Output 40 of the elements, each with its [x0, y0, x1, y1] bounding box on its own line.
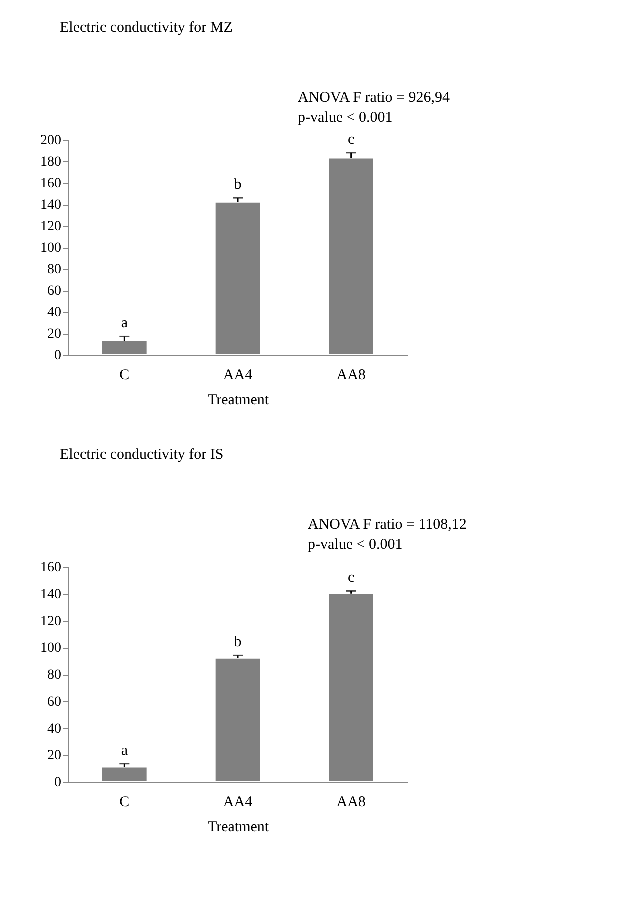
annotation: c [348, 132, 355, 148]
y-tick-label: 80 [48, 668, 62, 683]
x-tick-label: C [120, 794, 130, 810]
text: p-value < 0.001 [308, 537, 403, 553]
annotation: a [121, 316, 128, 332]
chart-title: Electric conductivity for MZ [60, 20, 233, 36]
annotation: b [234, 177, 242, 194]
y-tick-label: 200 [40, 134, 62, 148]
y-tick-label: 0 [54, 348, 62, 364]
y-tick-label: 120 [40, 614, 62, 630]
y-tick-label: 100 [40, 641, 62, 656]
text: ANOVA F ratio = 1108,12 [308, 517, 467, 533]
x-tick-label: AA8 [336, 368, 366, 384]
y-tick-label: 60 [48, 694, 62, 710]
y-tick-label: 140 [40, 198, 62, 213]
annotation: a [121, 742, 128, 759]
x-tick-label: AA4 [223, 794, 254, 810]
y-tick-label: 20 [48, 327, 62, 342]
text: ANOVA F ratio = 926,94 [298, 90, 450, 106]
text: p-value < 0.001 [298, 110, 393, 126]
annotation: b [234, 634, 242, 651]
y-tick-label: 20 [48, 748, 62, 764]
chart-title: Electric conductivity for IS [60, 447, 224, 463]
x-tick-label: AA8 [336, 794, 366, 810]
y-tick-label: 0 [54, 776, 62, 790]
y-tick-label: 120 [40, 220, 62, 234]
y-tick-label: 100 [40, 241, 62, 256]
x-axis-title: Treatment [208, 392, 270, 408]
x-axis-title: Treatment [208, 820, 270, 836]
y-tick-label: 160 [40, 560, 62, 576]
y-tick-label: 40 [48, 306, 62, 320]
y-tick-label: 40 [48, 722, 62, 737]
y-tick-label: 180 [40, 155, 62, 170]
x-tick-label: AA4 [223, 368, 254, 384]
y-tick-label: 60 [48, 284, 62, 299]
y-tick-label: 160 [40, 176, 62, 192]
annotation: c [348, 570, 355, 586]
y-tick-label: 140 [40, 587, 62, 602]
x-tick-label: C [120, 368, 130, 384]
y-tick-label: 80 [48, 262, 62, 278]
